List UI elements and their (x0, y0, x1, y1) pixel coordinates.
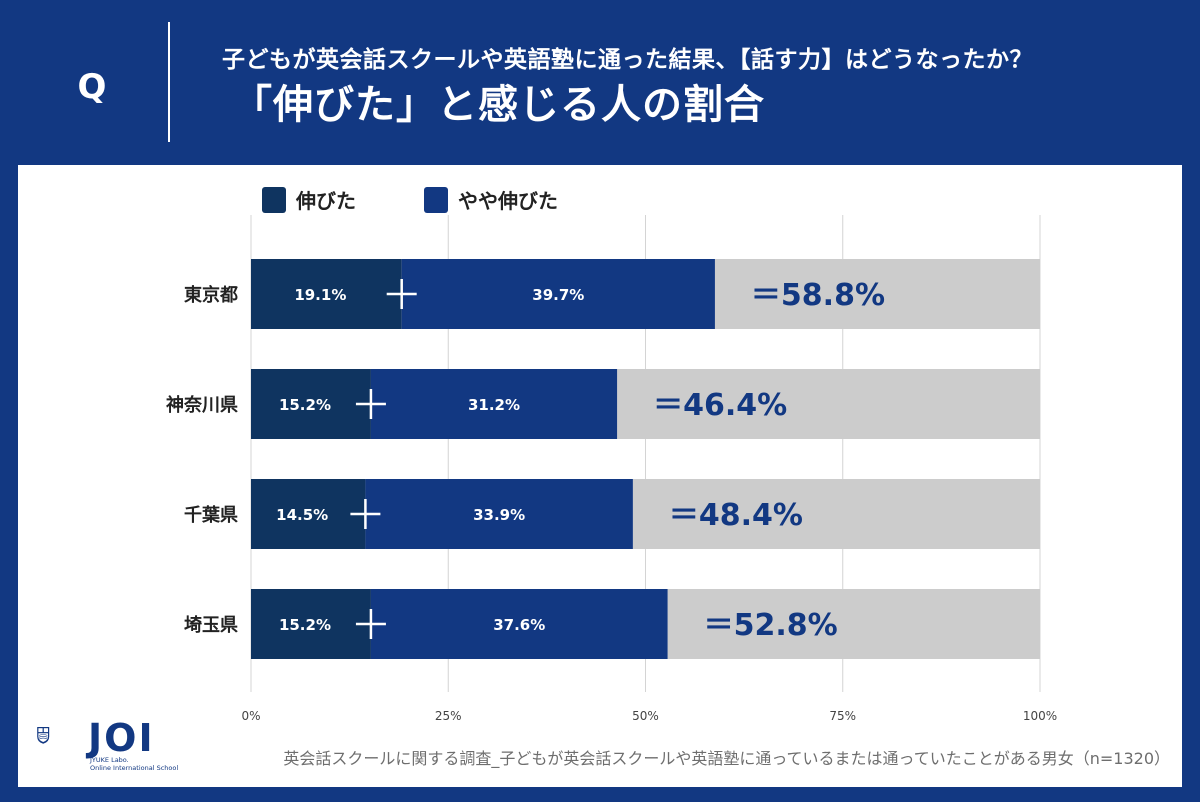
legend-label: 伸びた (295, 189, 356, 213)
data-label-nobita: 14.5% (276, 506, 328, 524)
data-label-nobita: 19.1% (294, 286, 346, 304)
header-divider (168, 22, 170, 142)
x-tick-label: 100% (1023, 709, 1057, 723)
category-label: 神奈川県 (166, 394, 238, 416)
logo-wordmark: JOI (88, 716, 155, 760)
bar-segment-yaya-nobita (401, 259, 715, 329)
data-label-yaya-nobita: 31.2% (468, 396, 520, 414)
survey-footnote: 英会話スクールに関する調査_子どもが英会話スクールや英語塾に通っているまたは通っ… (283, 749, 1170, 768)
bar-remainder (714, 259, 1040, 329)
x-tick-label: 0% (241, 709, 260, 723)
bar-segment-nobita (251, 259, 402, 329)
x-tick-label: 75% (829, 709, 856, 723)
bar-segment-yaya-nobita (370, 589, 668, 659)
category-label: 東京都 (184, 284, 238, 306)
legend-swatch (424, 187, 448, 213)
data-label-yaya-nobita: 37.6% (493, 616, 545, 634)
bar-remainder (632, 479, 1040, 549)
legend-label: やや伸びた (458, 189, 558, 213)
logo-caption: JYUKE Labo. Online International School (90, 756, 179, 772)
bar-remainder (617, 369, 1040, 439)
total-label: ＝58.8% (751, 278, 885, 313)
data-label-nobita: 15.2% (279, 616, 331, 634)
bar-segment-yaya-nobita (370, 369, 618, 439)
bar-segment-nobita (251, 369, 371, 439)
category-label: 埼玉県 (184, 614, 238, 636)
total-label: ＝52.8% (704, 608, 838, 643)
total-label: ＝46.4% (653, 388, 787, 423)
bar-segment-nobita (251, 589, 371, 659)
data-label-yaya-nobita: 39.7% (532, 286, 584, 304)
bar-segment-nobita (251, 479, 366, 549)
legend-swatch (262, 187, 286, 213)
x-tick-label: 25% (435, 709, 462, 723)
data-label-nobita: 15.2% (279, 396, 331, 414)
bar-segment-yaya-nobita (365, 479, 633, 549)
chart-title: 「伸びた」と感じる人の割合 (232, 82, 765, 128)
category-label: 千葉県 (184, 505, 238, 526)
bar-remainder (667, 589, 1040, 659)
total-label: ＝48.4% (669, 498, 803, 533)
chart-subtitle: 子どもが英会話スクールや英語塾に通った結果、【話す力】はどうなったか？ (222, 47, 1033, 73)
joi-logo-emblem-icon (37, 727, 50, 744)
data-label-yaya-nobita: 33.9% (473, 506, 525, 524)
q-mark: Q (77, 67, 107, 107)
x-tick-label: 50% (632, 709, 659, 723)
